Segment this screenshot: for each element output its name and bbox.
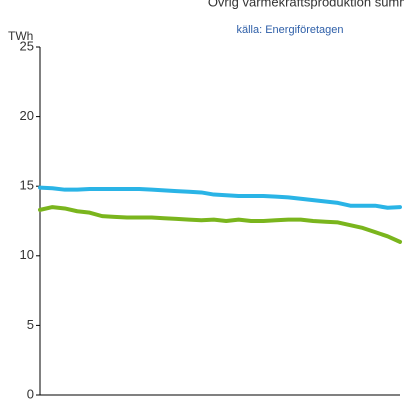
line-series <box>38 185 402 210</box>
y-tick-label: 25 <box>20 38 34 53</box>
line-series <box>38 205 402 244</box>
y-tick-label: 0 <box>27 386 34 401</box>
chart-subtitle: källa: Energiföretagen <box>236 24 343 36</box>
y-tick-label: 15 <box>20 178 34 193</box>
y-axis-label: TWh <box>8 29 33 43</box>
y-tick-label: 10 <box>20 247 34 262</box>
chart-title: Övrig värmekraftsproduktion summa 5 <box>208 0 404 9</box>
y-tick-label: 20 <box>20 108 34 123</box>
y-tick-label: 5 <box>27 317 34 332</box>
